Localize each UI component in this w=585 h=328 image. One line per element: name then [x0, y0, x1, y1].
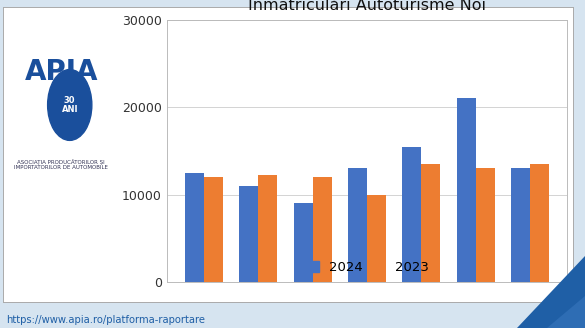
Bar: [421, 164, 441, 282]
Bar: [204, 177, 223, 282]
Bar: [239, 186, 259, 282]
Bar: [367, 195, 386, 282]
Polygon shape: [547, 296, 585, 328]
Bar: [402, 147, 421, 282]
Text: APIA: APIA: [25, 57, 98, 86]
Legend: 2024, 2023: 2024, 2023: [302, 257, 432, 278]
Bar: [259, 175, 277, 282]
Bar: [185, 173, 204, 282]
Bar: [348, 168, 367, 282]
Bar: [511, 168, 530, 282]
Bar: [457, 98, 476, 282]
Circle shape: [47, 70, 92, 140]
Bar: [313, 177, 332, 282]
Bar: [530, 164, 549, 282]
Polygon shape: [517, 256, 585, 328]
Text: ASOCIAȚIA PRODUCĂTORILOR ȘI
IMPORTATORILOR DE AUTOMOBILE: ASOCIAȚIA PRODUCĂTORILOR ȘI IMPORTATORIL…: [14, 158, 108, 170]
Bar: [476, 168, 495, 282]
Bar: [294, 203, 313, 282]
Text: https://www.apia.ro/platforma-raportare: https://www.apia.ro/platforma-raportare: [6, 315, 205, 325]
Title: Înmatriculări Autoturisme Noi: Înmatriculări Autoturisme Noi: [248, 0, 486, 13]
Text: 30
ANI: 30 ANI: [61, 95, 78, 114]
